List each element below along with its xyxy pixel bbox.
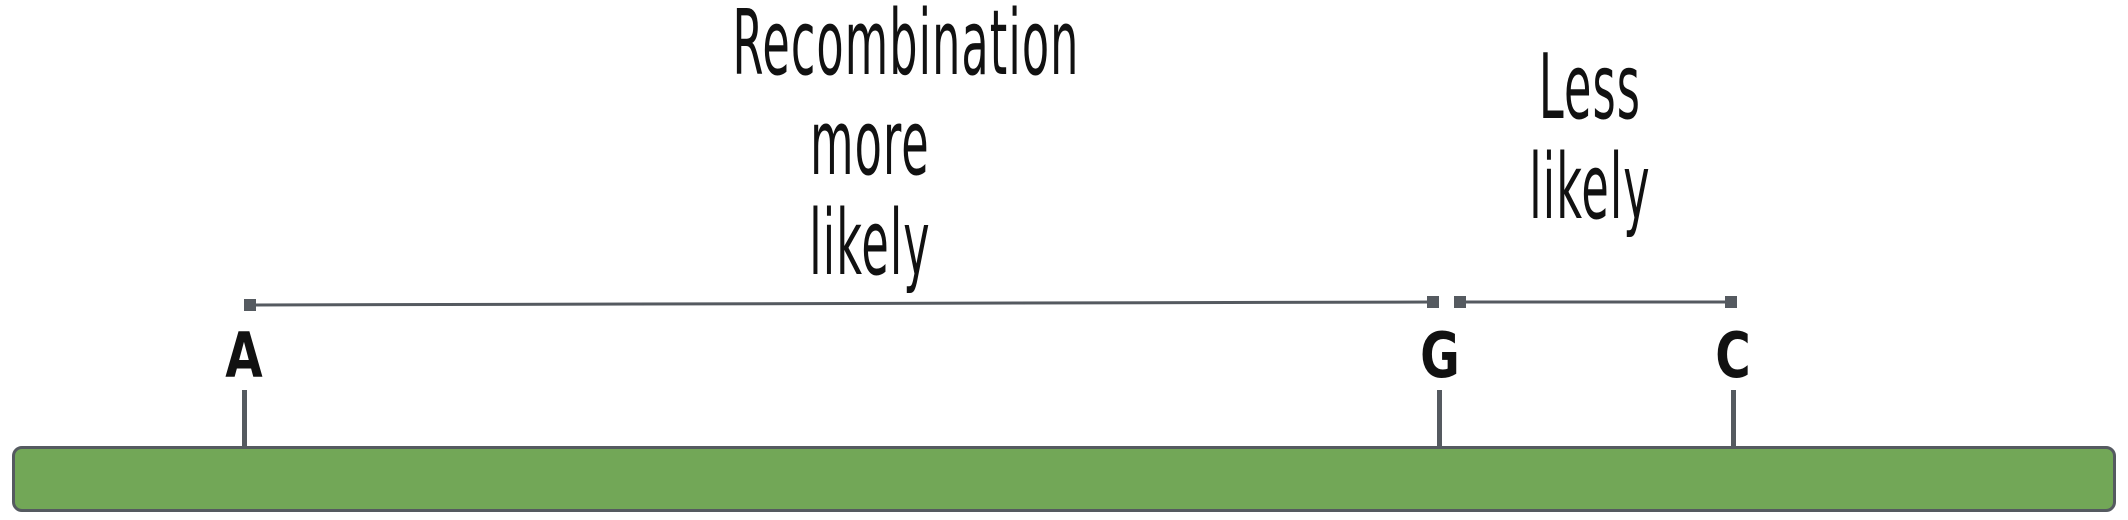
locus-c-tick <box>1731 390 1736 448</box>
locus-a-tick <box>242 390 247 448</box>
label-line-2: more <box>810 91 930 196</box>
locus-g-label: G <box>1420 319 1460 392</box>
endpoint-g-right <box>1454 296 1466 308</box>
endpoint-g-left <box>1427 296 1439 308</box>
chromosome-bar <box>12 446 2116 512</box>
connector-a-g <box>249 300 1434 307</box>
endpoint-c <box>1725 296 1737 308</box>
locus-a-label: A <box>225 319 263 392</box>
locus-c-label: C <box>1715 319 1751 392</box>
label-less-likely: Less likely <box>1508 38 1673 238</box>
endpoint-a <box>244 299 256 311</box>
label-line-3: likely <box>809 191 931 296</box>
locus-g-tick <box>1437 390 1442 448</box>
label-line-2: likely <box>1529 135 1651 240</box>
label-line-1: Less <box>1538 35 1642 140</box>
